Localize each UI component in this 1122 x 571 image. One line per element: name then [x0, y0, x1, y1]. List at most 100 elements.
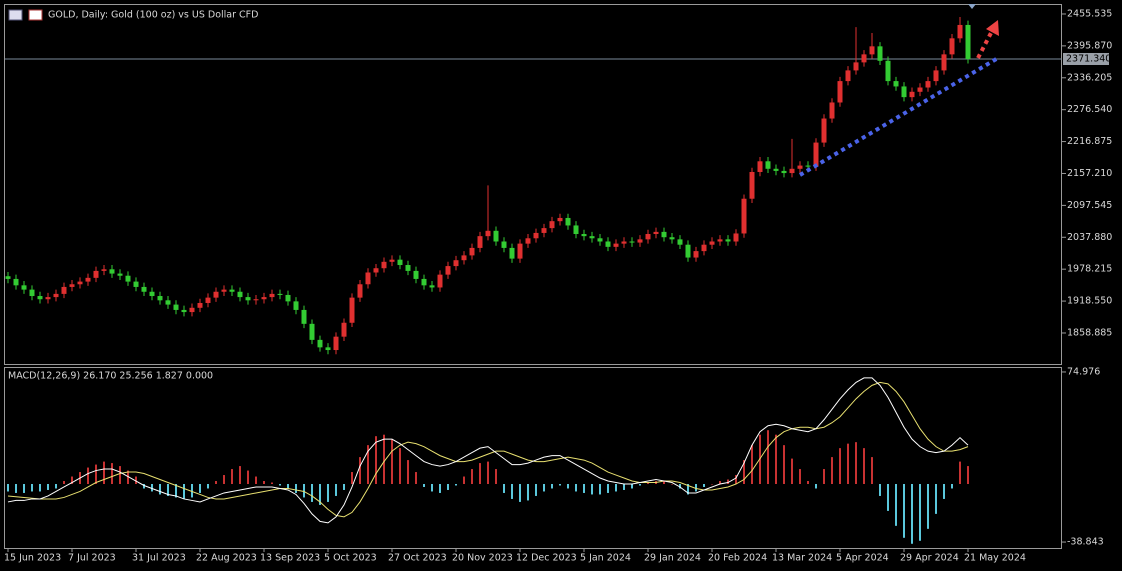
histogram-bar: [167, 484, 169, 496]
candle-body: [133, 281, 139, 287]
macd-line: [7, 377, 969, 524]
candle-body: [101, 269, 107, 271]
histogram-bar: [39, 484, 41, 492]
candle-body: [565, 217, 571, 226]
candle-body: [213, 291, 219, 298]
histogram-bar: [543, 484, 545, 492]
candle-body: [301, 309, 307, 324]
candle-body: [909, 91, 915, 98]
histogram-bar: [863, 448, 865, 484]
histogram-bar: [23, 484, 25, 493]
histogram-bar: [751, 445, 753, 484]
histogram-bar: [535, 484, 537, 496]
histogram-bar: [527, 484, 529, 501]
histogram-bar: [151, 484, 153, 492]
histogram-bar: [487, 461, 489, 484]
histogram-bar: [855, 442, 857, 484]
icon: [28, 9, 43, 21]
candle-body: [813, 142, 819, 167]
candle-body: [853, 62, 859, 71]
histogram-bar: [135, 476, 137, 484]
candle-body: [181, 309, 187, 313]
candle-body: [661, 231, 667, 238]
histogram-bar: [471, 469, 473, 484]
x-tick-label: 31 Jul 2023: [132, 553, 186, 564]
histogram-bar: [631, 484, 633, 489]
histogram-bar: [511, 484, 513, 499]
indicator-title: MACD(12,26,9) 26.170 25.256 1.827 0.000: [8, 371, 213, 382]
x-tick-label: 21 May 2024: [964, 553, 1026, 564]
histogram-bar: [303, 484, 305, 498]
candle-body: [437, 274, 443, 288]
histogram-bar: [111, 463, 113, 484]
histogram-bar: [727, 479, 729, 484]
histogram-bar: [215, 481, 217, 484]
x-tick-label: 5 Apr 2024: [836, 553, 889, 564]
histogram-bar: [591, 484, 593, 495]
histogram-bar: [103, 461, 105, 484]
histogram-bar: [143, 484, 145, 489]
y-tick-label: 2455.535: [1067, 8, 1112, 19]
histogram-bar: [31, 484, 33, 492]
histogram-bar: [391, 439, 393, 484]
candle-body: [125, 275, 131, 282]
candle-body: [621, 241, 627, 244]
candle-body: [829, 102, 835, 119]
candle-body: [85, 277, 91, 282]
candle-body: [261, 297, 267, 300]
histogram-bar: [159, 484, 161, 495]
histogram-bar: [71, 476, 73, 484]
candle-body: [821, 118, 827, 143]
candle-body: [549, 221, 555, 229]
candle-body: [221, 289, 227, 292]
histogram-bar: [599, 484, 601, 495]
candle-body: [109, 269, 115, 274]
histogram-bar: [503, 484, 505, 493]
histogram-bar: [799, 469, 801, 484]
candle-body: [869, 46, 875, 55]
candle-body: [917, 87, 923, 92]
candle-body: [701, 244, 707, 252]
histogram-bar: [415, 472, 417, 484]
histogram-bar: [495, 469, 497, 484]
candle-body: [357, 284, 363, 298]
candle-body: [53, 293, 59, 298]
candle-body: [901, 86, 907, 98]
candle-body: [461, 255, 467, 261]
histogram-bar: [711, 484, 713, 485]
candle-body: [837, 81, 843, 103]
histogram-bar: [439, 484, 441, 493]
x-tick-label: 13 Mar 2024: [772, 553, 832, 564]
histogram-bar: [199, 484, 201, 493]
histogram-bar: [607, 484, 609, 493]
candle-body: [637, 239, 643, 243]
histogram-bar: [783, 445, 785, 484]
candle-body: [725, 239, 731, 242]
arrow-head: [986, 20, 999, 36]
y-tick-label: 2157.210: [1067, 168, 1112, 179]
candle-body: [325, 347, 331, 351]
histogram-bar: [351, 472, 353, 484]
histogram-bar: [47, 484, 49, 490]
histogram-bar: [623, 484, 625, 490]
histogram-bar: [239, 466, 241, 484]
macd-panel-frame: [4, 367, 1062, 549]
candle-body: [845, 70, 851, 82]
x-tick-label: 5 Jan 2024: [580, 553, 631, 564]
histogram-bar: [671, 484, 673, 485]
candle-body: [645, 234, 651, 240]
candle-body: [677, 239, 683, 245]
histogram-bar: [615, 484, 617, 492]
histogram-bar: [63, 481, 65, 484]
candle-body: [37, 296, 43, 300]
candle-body: [501, 241, 507, 248]
x-tick-label: 27 Oct 2023: [388, 553, 447, 564]
histogram-bar: [831, 457, 833, 484]
histogram-bar: [647, 482, 649, 484]
histogram-bar: [431, 484, 433, 492]
candle-body: [381, 261, 387, 269]
marker: [968, 4, 976, 9]
candle-body: [741, 198, 747, 234]
